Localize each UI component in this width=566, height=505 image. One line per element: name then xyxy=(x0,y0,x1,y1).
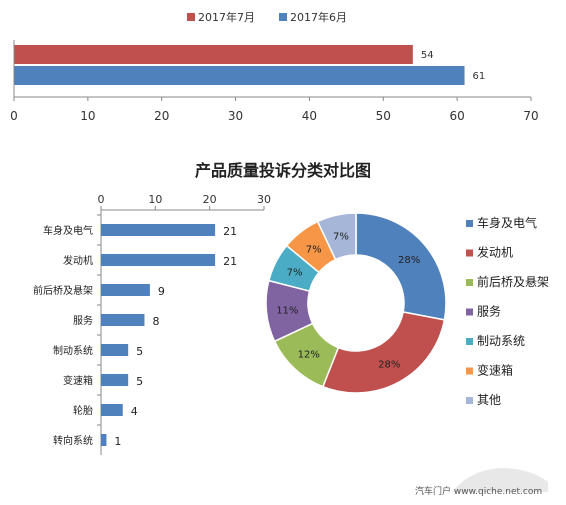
legend-label: 发动机 xyxy=(477,245,513,260)
x-tick-label: 20 xyxy=(203,193,217,206)
bar xyxy=(101,344,129,356)
watermark-text: 汽车门户 www.qiche.net.com xyxy=(415,485,542,497)
category-label: 制动系统 xyxy=(53,344,93,357)
legend-label: 变速箱 xyxy=(477,363,513,378)
bar xyxy=(101,314,145,326)
slice-label: 7% xyxy=(306,244,322,255)
x-tick-label: 10 xyxy=(80,109,95,123)
complaint-category-bar-chart: 0 10 20 30 车身及电气 21 发动机 21 前后桥及悬架 9 服务 8 制动系统 5 变速箱 5 轮胎… xyxy=(33,193,271,455)
category-label: 车身及电气 xyxy=(43,224,93,237)
donut-slice xyxy=(355,212,447,321)
x-tick-label: 50 xyxy=(376,109,391,123)
legend-swatch xyxy=(466,279,473,286)
donut-slice xyxy=(321,311,446,394)
data-label: 61 xyxy=(473,71,486,82)
x-tick-label: 10 xyxy=(148,193,162,206)
data-label: 5 xyxy=(136,375,143,388)
chart-title: 产品质量投诉分类对比图 xyxy=(195,161,371,180)
legend-swatch xyxy=(466,308,473,316)
complaint-share-donut-chart: 28% 28% 12% 11% 7% 7% 7% xyxy=(265,212,447,394)
category-label: 转向系统 xyxy=(53,434,93,447)
bar xyxy=(101,284,150,296)
monthly-comparison-chart: 2017年7月 2017年6月 54 61 0 10 20 30 40 50 60 70 xyxy=(10,10,538,123)
legend-swatch xyxy=(466,338,473,345)
legend-swatch xyxy=(187,13,195,21)
legend-label: 2017年7月 xyxy=(198,10,255,24)
data-label: 5 xyxy=(136,345,143,358)
category-label: 前后桥及悬架 xyxy=(33,284,93,297)
data-label: 54 xyxy=(421,50,434,61)
legend-label: 前后桥及悬架 xyxy=(477,274,549,289)
donut-slice xyxy=(316,212,357,261)
legend-label: 2017年6月 xyxy=(290,10,347,24)
legend-label: 车身及电气 xyxy=(477,215,537,230)
legend-label: 服务 xyxy=(477,304,501,319)
data-label: 21 xyxy=(223,225,237,238)
slice-label: 28% xyxy=(398,255,420,266)
slice-label: 7% xyxy=(287,268,303,279)
category-label: 发动机 xyxy=(63,254,93,267)
bar xyxy=(101,404,123,416)
bar xyxy=(14,66,465,85)
x-tick-label: 0 xyxy=(10,109,18,123)
bar xyxy=(14,45,413,64)
legend-swatch xyxy=(466,367,473,375)
data-label: 8 xyxy=(152,315,159,328)
category-label: 变速箱 xyxy=(63,374,93,387)
x-tick-label: 40 xyxy=(302,109,317,123)
x-tick-label: 20 xyxy=(154,109,169,123)
data-label: 4 xyxy=(131,405,138,418)
data-label: 1 xyxy=(114,435,121,448)
x-tick-label: 30 xyxy=(228,109,243,123)
bar xyxy=(101,374,129,386)
slice-label: 11% xyxy=(276,305,298,316)
watermark-logo xyxy=(452,468,548,492)
legend-swatch xyxy=(466,220,473,227)
bar xyxy=(101,254,216,266)
category-label: 服务 xyxy=(73,314,93,327)
legend-swatch xyxy=(466,249,473,257)
data-label: 21 xyxy=(223,255,237,268)
x-tick-label: 60 xyxy=(450,109,465,123)
legend-label: 制动系统 xyxy=(477,334,525,348)
category-label: 轮胎 xyxy=(73,404,93,417)
legend-swatch xyxy=(279,13,287,21)
x-tick-label: 0 xyxy=(98,193,105,206)
x-tick-label: 70 xyxy=(523,109,538,123)
slice-label: 28% xyxy=(378,359,400,370)
data-label: 9 xyxy=(158,285,165,298)
x-tick-label: 30 xyxy=(257,193,271,206)
bar xyxy=(101,224,216,236)
slice-label: 12% xyxy=(298,349,320,360)
legend-swatch xyxy=(466,397,473,404)
bar xyxy=(101,434,107,446)
slice-label: 7% xyxy=(333,232,349,243)
legend-label: 其他 xyxy=(477,393,501,407)
